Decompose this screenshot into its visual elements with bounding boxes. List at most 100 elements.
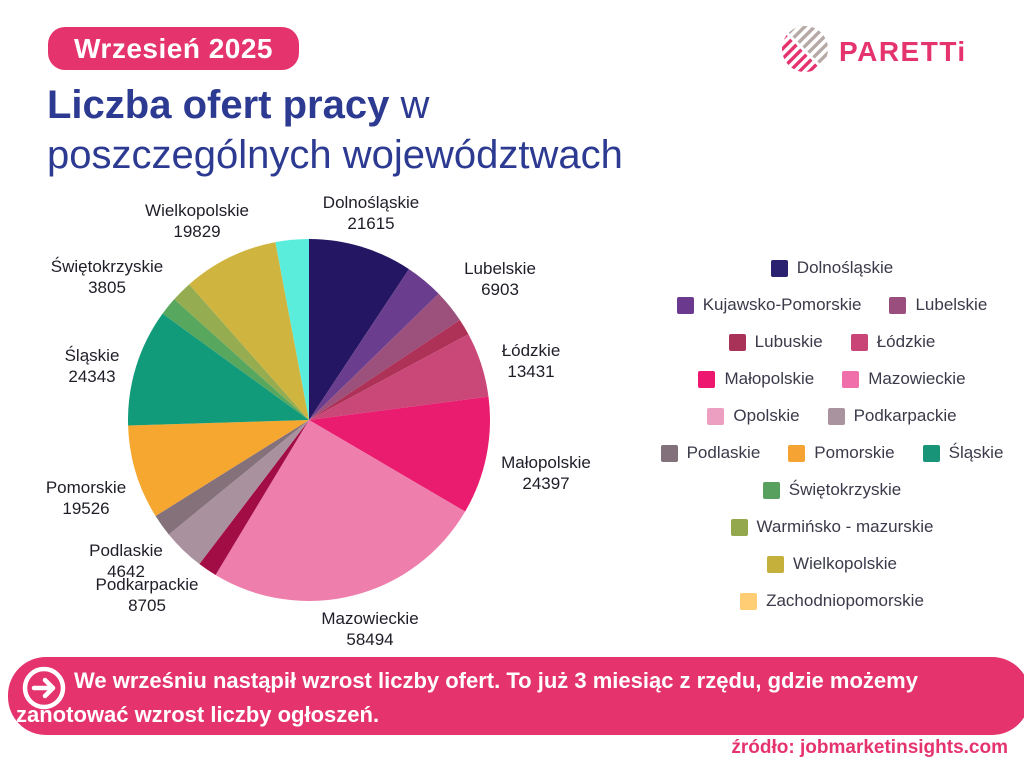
brand-logo-icon bbox=[780, 24, 830, 79]
legend-swatch bbox=[740, 592, 758, 610]
legend-row: Podlaskie Pomorskie Śląskie bbox=[636, 443, 1024, 463]
pie-label-name: Podlaskie bbox=[89, 541, 163, 560]
legend-row: Opolskie Podkarpackie bbox=[636, 406, 1024, 426]
pie-slice-Kujawsko-Pomorskie bbox=[309, 269, 439, 420]
legend-swatch bbox=[889, 296, 907, 314]
legend-row: Dolnośląskie bbox=[636, 258, 1024, 278]
legend-item-Zachodniopomorskie: Zachodniopomorskie bbox=[740, 591, 924, 611]
pie-slice-Świętokrzyskie bbox=[162, 299, 309, 420]
pie-label-value: 6903 bbox=[481, 280, 519, 299]
legend-label: Podkarpackie bbox=[853, 406, 957, 425]
legend-label: Opolskie bbox=[733, 406, 800, 425]
legend-label: Warmińsko - mazurskie bbox=[756, 517, 934, 536]
legend-row: Lubuskie Łódzkie bbox=[636, 332, 1024, 352]
legend-label: Lubuskie bbox=[754, 332, 823, 351]
pie-label-Wielkopolskie: Wielkopolskie 19829 bbox=[102, 200, 292, 242]
page-title: Liczba ofert pracy w poszczególnych woje… bbox=[47, 80, 987, 180]
source-note: źródło: jobmarketinsights.com bbox=[731, 737, 1008, 758]
pie-label-Małopolskie: Małopolskie 24397 bbox=[451, 452, 641, 494]
legend-label: Lubelskie bbox=[915, 295, 988, 314]
pie-label-Dolnośląskie: Dolnośląskie 21615 bbox=[276, 192, 466, 234]
pie-label-value: 19526 bbox=[62, 499, 110, 518]
legend-label: Zachodniopomorskie bbox=[766, 591, 924, 610]
pie-label-value: 58494 bbox=[346, 630, 394, 649]
pie-label-name: Śląskie bbox=[64, 346, 120, 365]
page-title-regular: w bbox=[400, 83, 430, 127]
pie-slice-Podlaskie bbox=[155, 420, 309, 535]
page-title-line2: poszczególnych województwach bbox=[47, 133, 623, 177]
pie-label-value: 13431 bbox=[507, 362, 555, 381]
pie-label-Lubelskie: Lubelskie 6903 bbox=[405, 258, 595, 300]
pie-label-Podlaskie: Podlaskie 4642 bbox=[31, 540, 221, 582]
pie-slice-Śląskie bbox=[128, 313, 309, 426]
brand-logo-text: PARETTi bbox=[839, 35, 967, 67]
legend-swatch bbox=[728, 333, 746, 351]
legend-item-Kujawsko-Pomorskie: Kujawsko-Pomorskie bbox=[676, 295, 862, 315]
legend-swatch bbox=[827, 407, 845, 425]
pie-label-name: Pomorskie bbox=[45, 478, 127, 497]
legend-swatch bbox=[788, 444, 806, 462]
legend-swatch bbox=[707, 407, 725, 425]
pie-slice-Lubuskie bbox=[309, 320, 469, 420]
legend-item-Warmińsko - mazurskie: Warmińsko - mazurskie bbox=[730, 517, 934, 537]
legend-item-Mazowieckie: Mazowieckie bbox=[842, 369, 966, 389]
pie-label-value: 24343 bbox=[68, 367, 116, 386]
pie-label-Mazowieckie: Mazowieckie 58494 bbox=[275, 608, 465, 650]
legend-item-Świętokrzyskie: Świętokrzyskie bbox=[762, 480, 902, 500]
callout-text: We wrześniu nastąpił wzrost liczby ofert… bbox=[16, 668, 918, 727]
pie-slice-Dolnośląskie bbox=[309, 239, 409, 420]
legend-item-Łódzkie: Łódzkie bbox=[850, 332, 936, 352]
pie-label-name: Podkarpackie bbox=[95, 575, 199, 594]
legend-item-Wielkopolskie: Wielkopolskie bbox=[767, 554, 897, 574]
arrow-right-icon bbox=[22, 666, 66, 710]
pie-label-value: 8705 bbox=[128, 596, 166, 615]
legend-swatch bbox=[762, 481, 780, 499]
legend-item-Dolnośląskie: Dolnośląskie bbox=[770, 258, 894, 278]
legend-item-Podkarpackie: Podkarpackie bbox=[827, 406, 957, 426]
legend-item-Śląskie: Śląskie bbox=[922, 443, 1004, 463]
pie-label-value: 24397 bbox=[522, 474, 570, 493]
pie-label-Łódzkie: Łódzkie 13431 bbox=[436, 340, 626, 382]
legend-item-Podlaskie: Podlaskie bbox=[660, 443, 761, 463]
legend-label: Kujawsko-Pomorskie bbox=[702, 295, 862, 314]
legend-swatch bbox=[922, 444, 940, 462]
pie-slice-Małopolskie bbox=[309, 396, 490, 512]
pie-chart bbox=[128, 239, 490, 601]
legend-label: Świętokrzyskie bbox=[788, 480, 902, 499]
legend-label: Małopolskie bbox=[724, 369, 815, 388]
pie-label-Świętokrzyskie: Świętokrzyskie 3805 bbox=[12, 256, 202, 298]
legend-row: Zachodniopomorskie bbox=[636, 591, 1024, 611]
callout-banner: We wrześniu nastąpił wzrost liczby ofert… bbox=[8, 657, 1024, 735]
pie-label-Śląskie: Śląskie 24343 bbox=[0, 345, 187, 387]
legend-item-Lubelskie: Lubelskie bbox=[889, 295, 987, 315]
pie-label-name: Lubelskie bbox=[464, 259, 536, 278]
legend-item-Opolskie: Opolskie bbox=[707, 406, 800, 426]
legend-row: Kujawsko-Pomorskie Lubelskie bbox=[636, 295, 1024, 315]
legend-label: Wielkopolskie bbox=[793, 554, 897, 573]
pie-label-name: Dolnośląskie bbox=[322, 193, 420, 212]
legend-row: Małopolskie Mazowieckie bbox=[636, 369, 1024, 389]
chart-legend: Dolnośląskie Kujawsko-Pomorskie Lubelskie L… bbox=[636, 258, 1024, 628]
legend-swatch bbox=[676, 296, 694, 314]
pie-label-name: Mazowieckie bbox=[321, 609, 419, 628]
page-title-bold: Liczba ofert pracy bbox=[47, 83, 390, 127]
legend-item-Lubuskie: Lubuskie bbox=[728, 332, 823, 352]
pie-label-Podkarpackie: Podkarpackie 8705 bbox=[52, 574, 242, 616]
legend-item-Pomorskie: Pomorskie bbox=[788, 443, 895, 463]
pie-slice-Warmińsko - mazurskie bbox=[174, 284, 309, 420]
legend-label: Śląskie bbox=[948, 443, 1004, 462]
legend-label: Dolnośląskie bbox=[796, 258, 894, 277]
pie-label-name: Łódzkie bbox=[501, 341, 561, 360]
pie-label-Pomorskie: Pomorskie 19526 bbox=[0, 477, 181, 519]
legend-row: Świętokrzyskie bbox=[636, 480, 1024, 500]
legend-label: Łódzkie bbox=[876, 332, 936, 351]
pie-label-name: Wielkopolskie bbox=[145, 201, 249, 220]
legend-label: Podlaskie bbox=[686, 443, 761, 462]
pie-label-value: 19829 bbox=[173, 222, 221, 241]
pie-label-name: Małopolskie bbox=[501, 453, 591, 472]
legend-swatch bbox=[698, 370, 716, 388]
legend-swatch bbox=[660, 444, 678, 462]
legend-swatch bbox=[730, 518, 748, 536]
pie-slice-Opolskie bbox=[199, 420, 309, 576]
